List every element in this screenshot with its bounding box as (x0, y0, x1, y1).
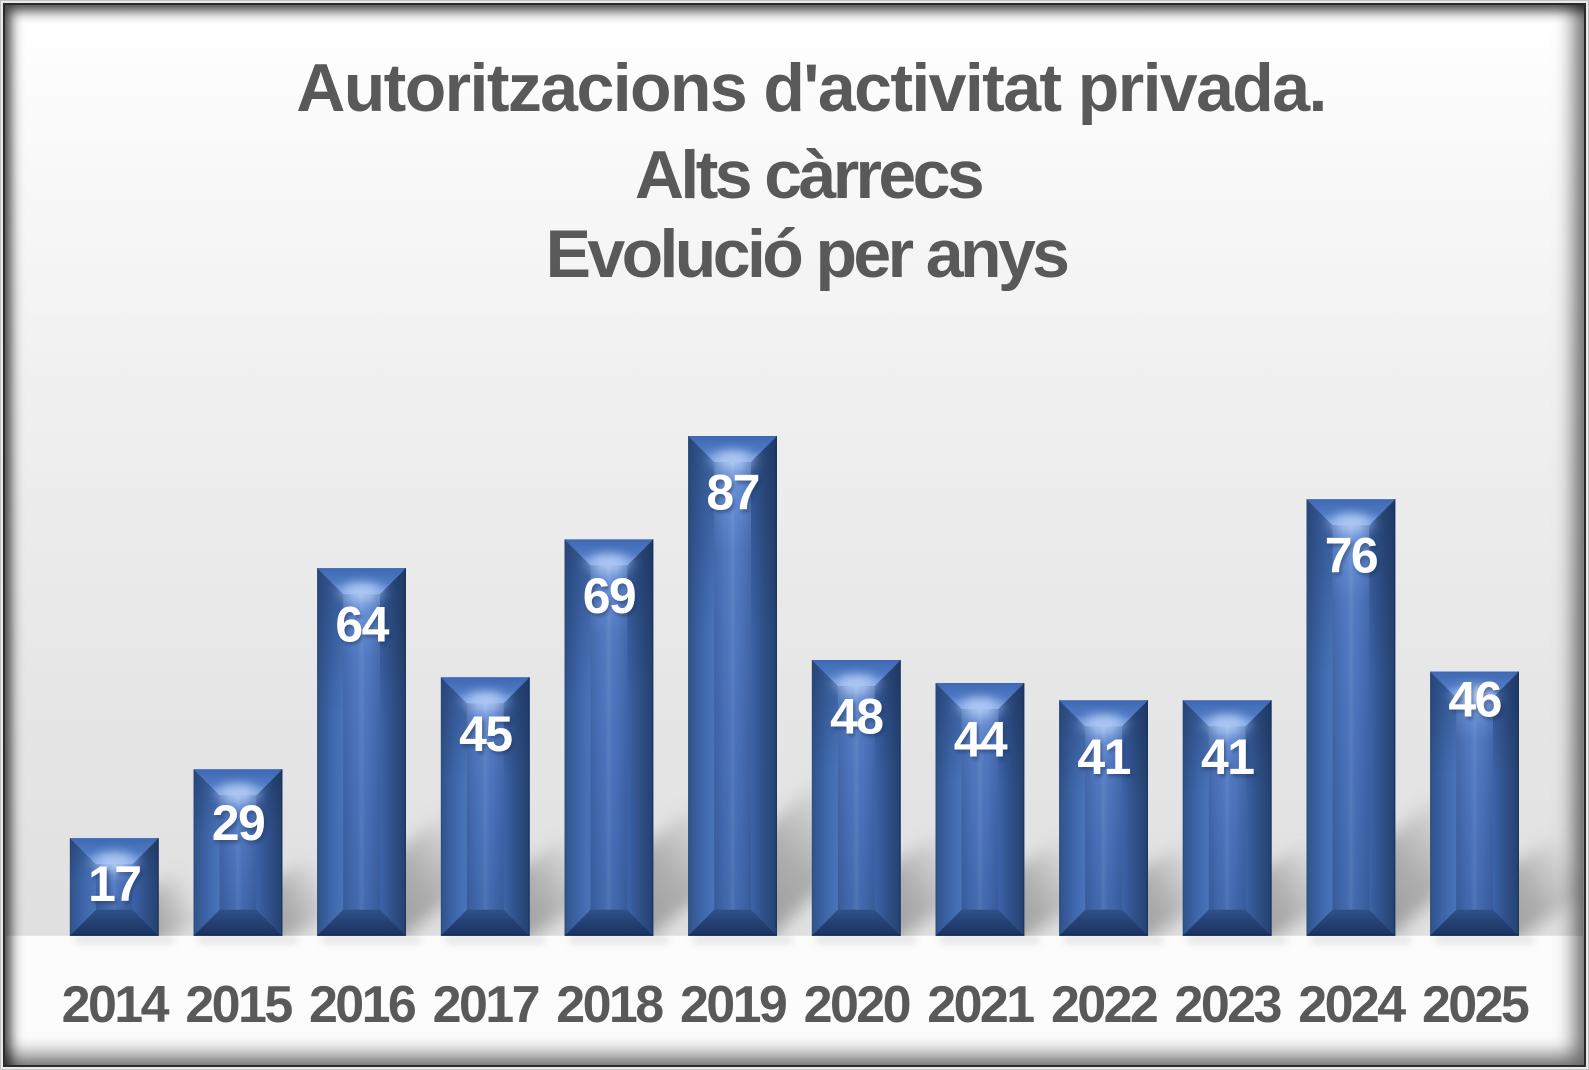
svg-text:2015: 2015 (185, 976, 292, 1034)
svg-text:44: 44 (954, 712, 1008, 768)
svg-text:29: 29 (212, 795, 264, 851)
svg-text:87: 87 (706, 465, 758, 521)
svg-text:2022: 2022 (1051, 976, 1157, 1034)
svg-text:41: 41 (1201, 729, 1254, 785)
svg-text:48: 48 (830, 689, 883, 745)
svg-text:2025: 2025 (1422, 976, 1529, 1034)
svg-text:64: 64 (335, 597, 389, 653)
svg-text:17: 17 (88, 856, 140, 912)
svg-text:2021: 2021 (927, 976, 1034, 1034)
svg-text:2020: 2020 (804, 976, 910, 1034)
svg-text:2024: 2024 (1298, 976, 1406, 1034)
svg-text:Evolució per anys: Evolució per anys (546, 216, 1069, 292)
svg-text:Alts càrrecs: Alts càrrecs (635, 137, 983, 213)
svg-text:2019: 2019 (680, 976, 786, 1034)
svg-text:2023: 2023 (1175, 976, 1282, 1034)
svg-text:2016: 2016 (309, 976, 416, 1034)
svg-text:69: 69 (583, 568, 635, 624)
svg-text:76: 76 (1325, 528, 1377, 584)
svg-text:2014: 2014 (62, 976, 170, 1034)
svg-text:2017: 2017 (433, 976, 539, 1034)
svg-text:45: 45 (459, 706, 512, 762)
svg-text:41: 41 (1077, 729, 1130, 785)
svg-text:46: 46 (1448, 672, 1500, 728)
svg-text:Autoritzacions d'activitat pri: Autoritzacions d'activitat privada. (296, 50, 1326, 126)
svg-text:2018: 2018 (556, 976, 663, 1034)
